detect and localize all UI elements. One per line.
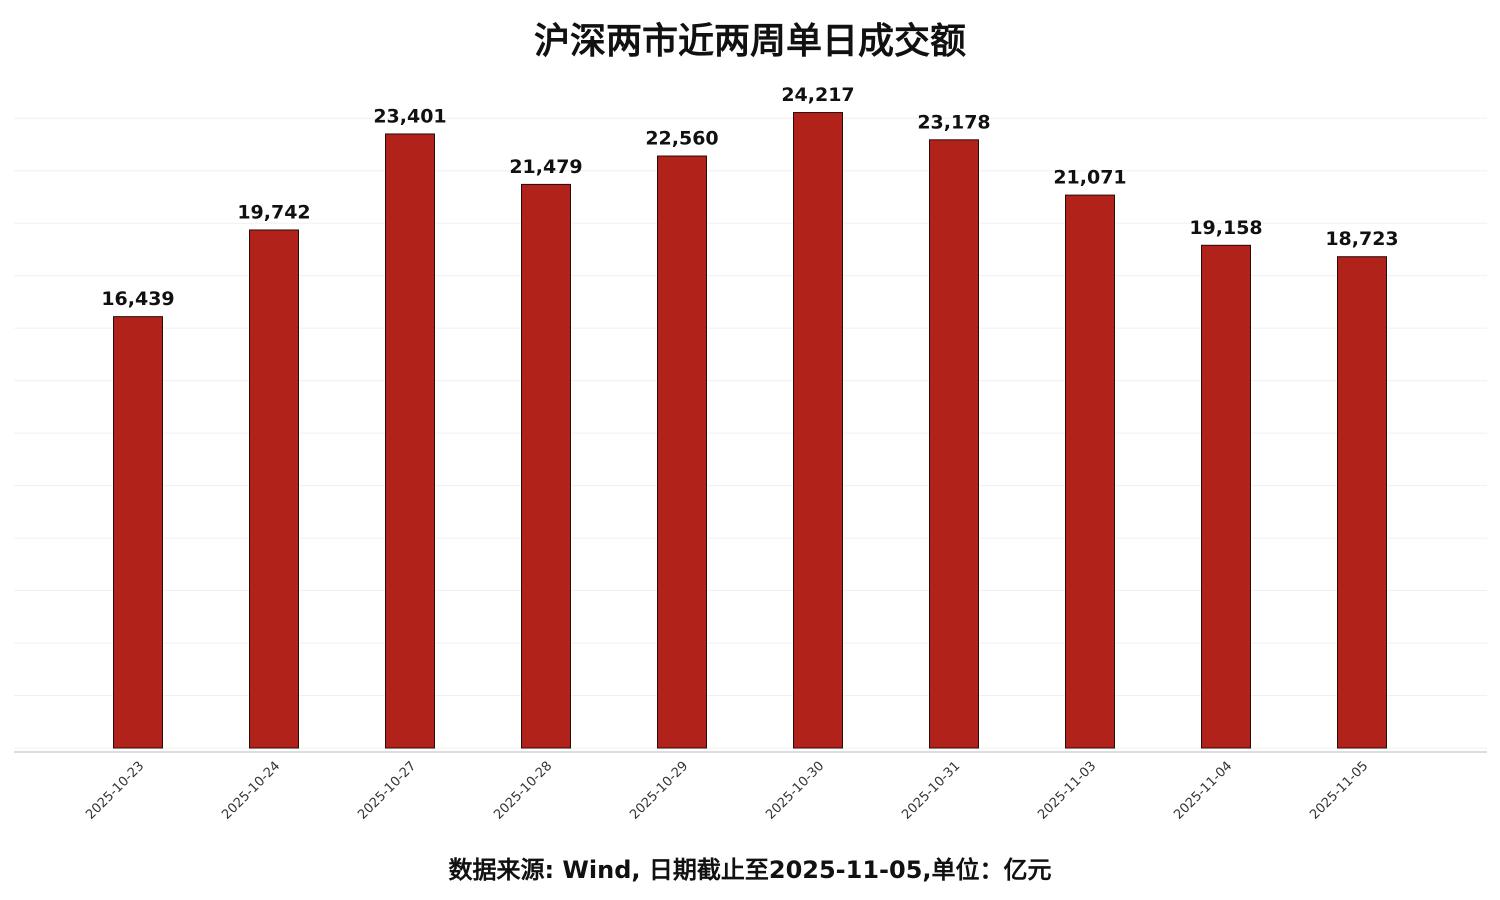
chart-title: 沪深两市近两周单日成交额 — [534, 20, 966, 62]
value-label: 22,560 — [645, 128, 718, 150]
x-tick-label: 2025-10-23 — [83, 759, 147, 823]
x-tick-label: 2025-10-29 — [627, 759, 691, 823]
x-tick-label: 2025-10-27 — [355, 759, 419, 823]
bar — [1065, 194, 1115, 749]
value-label: 23,178 — [917, 111, 990, 133]
value-label: 24,217 — [781, 84, 854, 106]
value-label: 21,071 — [1053, 167, 1126, 189]
x-tick-label: 2025-11-05 — [1307, 759, 1371, 823]
bar — [929, 139, 979, 749]
value-label: 19,158 — [1189, 217, 1262, 239]
value-label: 23,401 — [373, 105, 446, 127]
bar — [657, 155, 707, 749]
x-tick-label: 2025-10-28 — [491, 759, 555, 823]
bar — [1201, 244, 1251, 749]
value-label: 19,742 — [237, 201, 310, 223]
x-tick-label: 2025-10-31 — [899, 759, 963, 823]
x-tick-label: 2025-11-03 — [1035, 759, 1099, 823]
x-tick-label: 2025-10-30 — [763, 759, 827, 823]
value-label: 18,723 — [1325, 228, 1398, 250]
x-tick-label: 2025-11-04 — [1171, 759, 1235, 823]
value-label: 16,439 — [101, 288, 174, 310]
bar — [521, 183, 571, 749]
bar — [249, 229, 299, 749]
bar — [385, 133, 435, 749]
value-label: 21,479 — [509, 156, 582, 178]
bar — [793, 112, 843, 749]
x-tick-label: 2025-10-24 — [219, 759, 283, 823]
source-note: 数据来源: Wind, 日期截止至2025-11-05,单位：亿元 — [448, 856, 1051, 884]
bar — [1337, 256, 1387, 749]
bar — [113, 316, 163, 749]
